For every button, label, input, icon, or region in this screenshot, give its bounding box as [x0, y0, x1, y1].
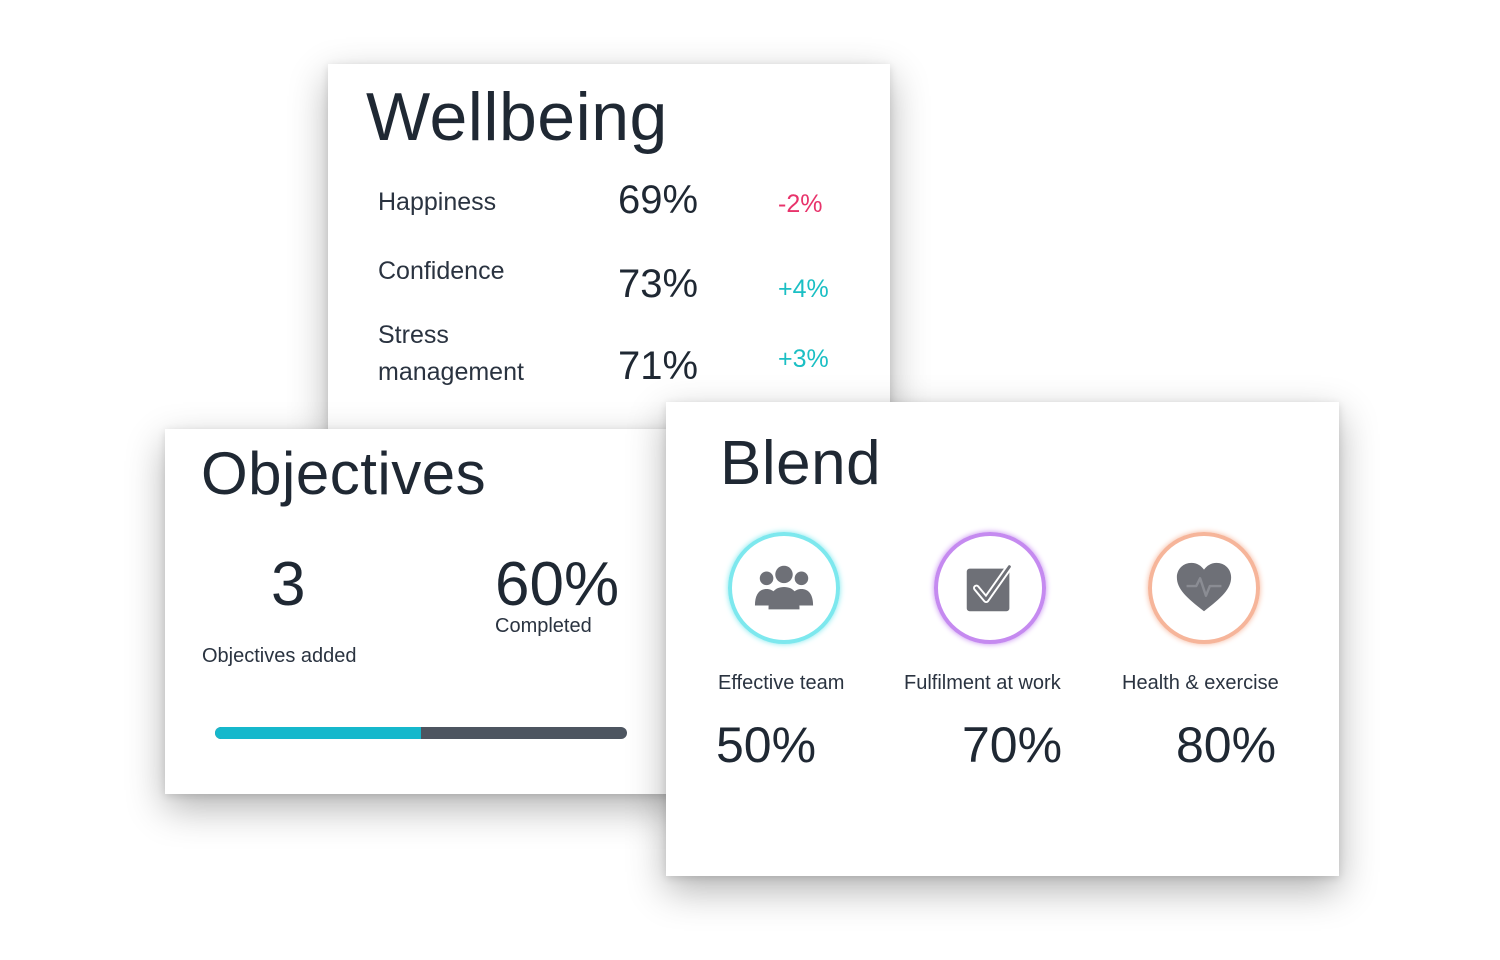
blend-label-health: Health & exercise: [1122, 672, 1279, 694]
objectives-count-label: Objectives added: [202, 645, 357, 667]
blend-ring-health: [1148, 532, 1260, 644]
blend-ring-effective-team: [728, 532, 840, 644]
wellbeing-title: Wellbeing: [366, 79, 668, 155]
blend-ring-fulfilment: [934, 532, 1046, 644]
team-icon: [754, 565, 814, 610]
objectives-completed-value: 60%: [495, 550, 620, 619]
wellbeing-card: Wellbeing Happiness 69% -2% Confidence 7…: [328, 64, 890, 437]
objectives-count: 3: [271, 550, 306, 619]
blend-label-fulfilment: Fulfilment at work: [904, 672, 1061, 694]
wellbeing-value-happiness: 69%: [618, 178, 699, 222]
wellbeing-value-confidence: 73%: [618, 262, 699, 306]
wellbeing-value-stress: 71%: [618, 344, 699, 388]
blend-value-health: 80%: [1176, 717, 1277, 773]
blend-title: Blend: [720, 429, 882, 498]
heart-icon: [1176, 562, 1232, 612]
objectives-completed-label: Completed: [495, 615, 592, 637]
objectives-progress-fill: [215, 727, 421, 739]
objectives-title: Objectives: [201, 440, 487, 507]
blend-label-effective-team: Effective team: [718, 672, 845, 694]
wellbeing-label-stress-line2: management: [378, 358, 524, 386]
checkbox-icon: [966, 563, 1013, 612]
wellbeing-label-confidence: Confidence: [378, 257, 505, 285]
wellbeing-label-happiness: Happiness: [378, 188, 497, 216]
blend-card: Blend Effective team 50%: [666, 402, 1339, 876]
wellbeing-change-confidence: +4%: [778, 275, 829, 303]
wellbeing-label-stress-line1: Stress: [378, 321, 449, 349]
objectives-card: Objectives 3 Objectives added 60% Comple…: [165, 429, 685, 794]
wellbeing-change-happiness: -2%: [778, 190, 823, 218]
blend-value-fulfilment: 70%: [962, 717, 1063, 773]
blend-value-effective-team: 50%: [716, 717, 817, 773]
wellbeing-change-stress: +3%: [778, 345, 829, 373]
objectives-progress-track: [215, 727, 627, 739]
wellbeing-label-stress: Stress management: [378, 317, 524, 391]
